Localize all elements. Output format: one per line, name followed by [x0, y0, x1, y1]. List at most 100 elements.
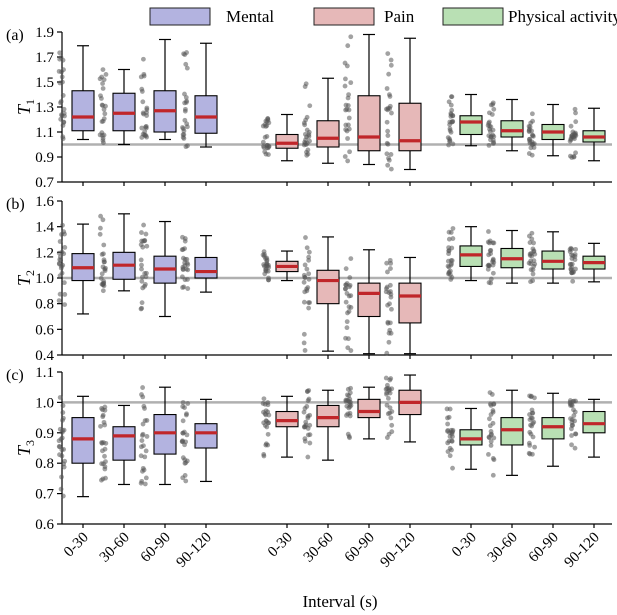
observation-point	[140, 385, 146, 390]
observation-point	[346, 304, 352, 310]
observation-point	[264, 261, 270, 267]
box-iqr	[500, 120, 524, 138]
observation-point	[348, 256, 354, 262]
box-physical-activity-90-120	[567, 242, 606, 284]
observation-point	[447, 136, 452, 142]
observation-point	[181, 136, 187, 141]
observation-point	[185, 262, 191, 268]
observation-point	[570, 278, 576, 284]
observation-point	[260, 139, 266, 145]
y-axis-label-subscript: 2	[23, 270, 37, 276]
observation-point	[306, 134, 312, 139]
box-mental-30-60	[97, 213, 136, 294]
observation-point	[61, 446, 67, 452]
observation-point	[489, 431, 494, 437]
observation-point	[306, 396, 312, 402]
observation-point	[345, 345, 351, 351]
observation-point	[139, 300, 145, 306]
observation-point	[180, 285, 185, 290]
observation-point	[60, 493, 66, 499]
observation-point	[529, 111, 535, 117]
observation-point	[389, 306, 394, 312]
observation-point	[301, 340, 307, 346]
observation-point	[260, 401, 266, 406]
observation-point	[303, 235, 308, 240]
observation-point	[527, 393, 533, 399]
box-physical-activity-60-90	[526, 103, 565, 158]
observation-point	[344, 319, 350, 325]
observation-point	[57, 254, 63, 260]
observation-point	[306, 249, 312, 255]
observation-point	[265, 268, 271, 274]
observation-point	[140, 394, 146, 400]
observation-point	[180, 475, 186, 481]
observation-point	[388, 57, 394, 63]
observation-point	[61, 280, 67, 286]
observation-point	[185, 267, 191, 273]
observation-point	[387, 410, 393, 416]
observation-point	[532, 395, 537, 401]
x-tick-label: 60-90	[526, 530, 562, 566]
observation-point	[144, 243, 150, 249]
observation-point	[266, 152, 271, 157]
observation-point	[100, 217, 106, 223]
observation-point	[568, 123, 574, 129]
observation-point	[345, 43, 351, 49]
observation-point	[491, 457, 497, 463]
observation-point	[142, 481, 148, 487]
observation-point	[527, 451, 533, 457]
observation-point	[490, 100, 496, 106]
observation-point	[185, 277, 190, 282]
observation-point	[60, 410, 66, 415]
box-pain-60-90	[342, 33, 381, 166]
observation-point	[302, 348, 308, 353]
observation-point	[139, 305, 145, 311]
observation-point	[388, 415, 394, 421]
observation-point	[343, 76, 348, 82]
observation-point	[487, 416, 492, 422]
y-tick-label: 1.4	[35, 220, 54, 236]
box-mental-30-60	[98, 404, 136, 486]
observation-point	[386, 71, 392, 77]
observation-point	[58, 265, 64, 271]
y-tick-label: 0.7	[35, 487, 54, 503]
observation-point	[569, 433, 574, 438]
box-physical-activity-60-90	[526, 392, 565, 467]
observation-point	[262, 252, 267, 257]
observation-point	[343, 286, 348, 292]
x-tick-label: 90-120	[377, 530, 418, 571]
legend-swatch-physical-activity	[442, 7, 504, 26]
observation-point	[448, 111, 454, 116]
observation-point	[102, 111, 108, 117]
observation-point	[570, 269, 576, 275]
observation-point	[488, 439, 494, 444]
panel-3: 0.60.70.80.91.01.1(c)T30-30 30-60 60-90 90-…	[6, 365, 612, 571]
observation-point	[59, 435, 65, 441]
observation-point	[530, 434, 536, 440]
observation-point	[144, 134, 149, 140]
observation-point	[450, 226, 456, 231]
panels: 0.70.91.11.31.51.71.9(a)T10.40.60.81.01.…	[6, 25, 612, 571]
observation-point	[530, 410, 536, 416]
observation-point	[142, 271, 148, 276]
observation-point	[142, 454, 148, 460]
observation-point	[343, 299, 349, 305]
observation-point	[490, 420, 496, 426]
observation-point	[58, 116, 64, 122]
x-tick-label: 0-30	[265, 530, 296, 561]
panel-label: (b)	[6, 196, 25, 213]
box-iqr	[112, 426, 136, 461]
legend-swatch-pain	[313, 7, 375, 26]
observation-point	[143, 231, 149, 237]
observation-point	[179, 247, 185, 253]
y-tick-label: 1.0	[35, 395, 54, 411]
observation-point	[530, 133, 536, 139]
observation-point	[343, 107, 348, 113]
observation-point	[445, 428, 450, 434]
observation-point	[488, 276, 494, 282]
observation-point	[572, 252, 578, 257]
box-iqr	[71, 90, 95, 132]
observation-point	[344, 325, 350, 331]
observation-point	[530, 271, 536, 277]
observation-point	[527, 124, 533, 130]
